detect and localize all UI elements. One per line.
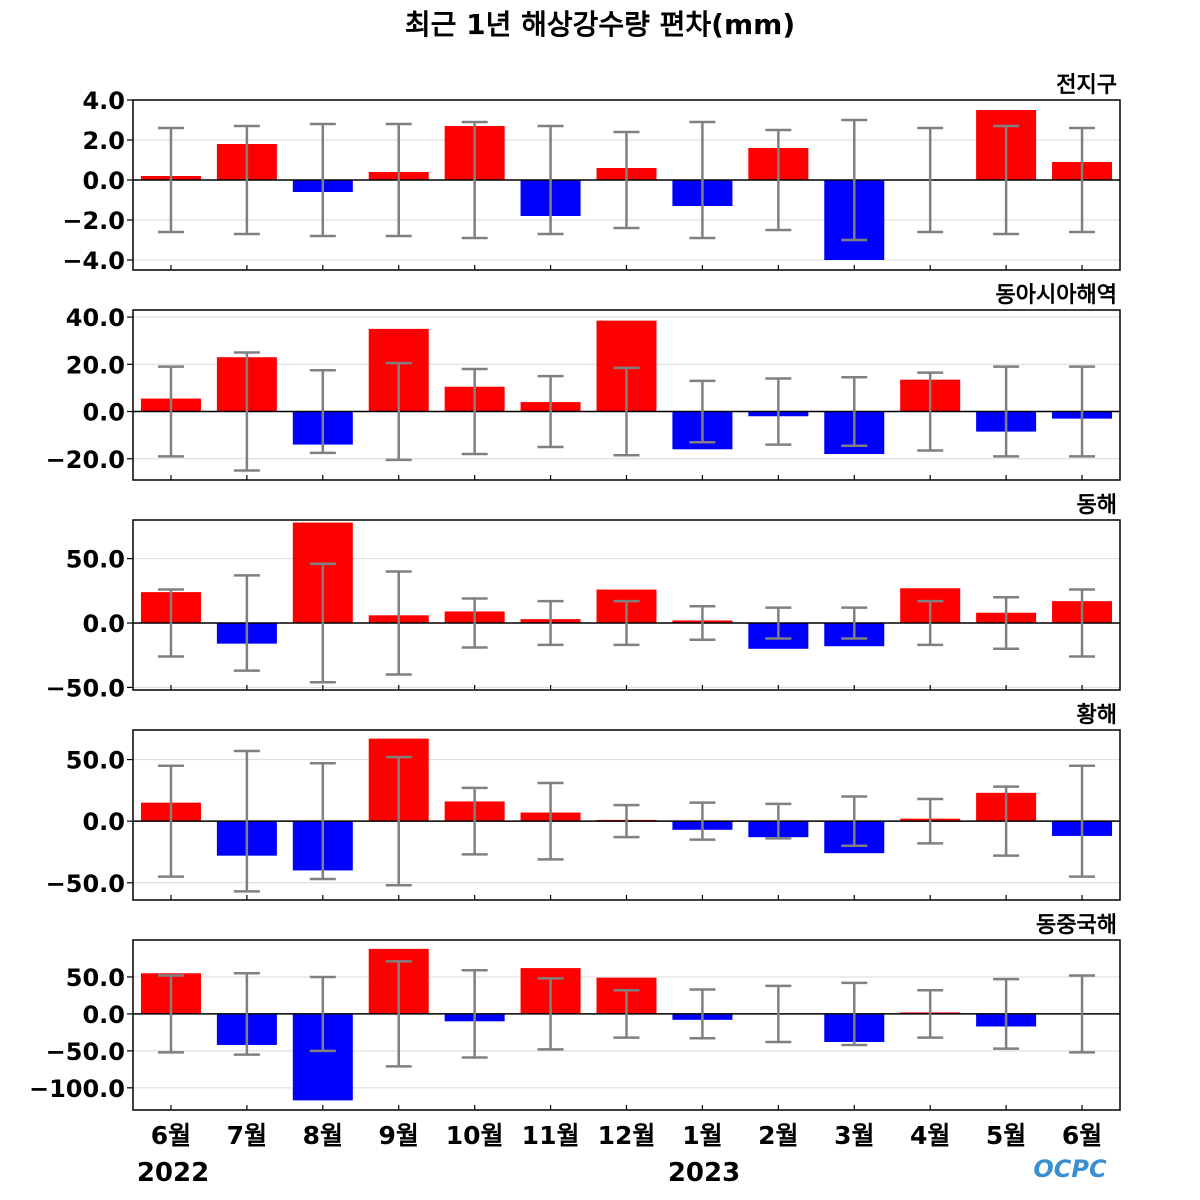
- x-tick-label: 10월: [446, 1121, 504, 1150]
- y-tick-label: −50.0: [46, 1038, 125, 1066]
- x-tick-label: 1월: [682, 1121, 722, 1150]
- y-tick-label: 50.0: [66, 546, 125, 574]
- y-tick-label: −4.0: [62, 247, 125, 275]
- panel-frame: [132, 519, 1121, 691]
- figure-title: 최근 1년 해상강수량 편차(mm): [405, 8, 795, 41]
- panel-title: 동해: [1077, 493, 1117, 518]
- x-tick-label: 6월: [1062, 1121, 1102, 1150]
- x-tick-label: 2월: [758, 1121, 798, 1150]
- chart-panel-4: 황해 50.0 0.0 −50.0: [46, 703, 1121, 901]
- y-tick-label: −100.0: [29, 1075, 125, 1103]
- panel-title: 전지구: [1056, 73, 1117, 98]
- chart-panel-1: 전지구 4.0 2.0 0.0 −2.0 −4.0: [62, 73, 1121, 275]
- chart-panels: 전지구 4.0 2.0 0.0 −2.0 −4.0 동아시아해역 40.0 20.0 0.0 −20…: [29, 73, 1121, 1111]
- y-tick-label: 2.0: [82, 127, 125, 155]
- y-tick-label: 0.0: [82, 610, 125, 638]
- chart-panel-2: 동아시아해역 40.0 20.0 0.0 −20.0: [46, 283, 1121, 481]
- y-tick-label: 20.0: [66, 351, 125, 379]
- panel-title: 동아시아해역: [996, 283, 1117, 308]
- ocpc-logo: OCPC: [1033, 1155, 1107, 1183]
- panel-frame: [132, 309, 1121, 481]
- x-tick-label: 8월: [303, 1121, 343, 1150]
- x-tick-label: 11월: [522, 1121, 580, 1150]
- y-tick-label: −2.0: [62, 207, 125, 235]
- panel-frame: [132, 939, 1121, 1111]
- y-tick-label: 0.0: [82, 808, 125, 836]
- x-tick-label: 9월: [379, 1121, 419, 1150]
- y-tick-label: −50.0: [46, 870, 125, 898]
- x-tick-label: 6월: [151, 1121, 191, 1150]
- y-tick-label: 40.0: [66, 304, 125, 332]
- y-tick-label: 50.0: [66, 747, 125, 775]
- x-tick-label: 4월: [910, 1121, 950, 1150]
- panel-frame: [132, 729, 1121, 901]
- y-tick-label: 0.0: [82, 1001, 125, 1029]
- y-tick-label: 50.0: [66, 964, 125, 992]
- x-tick-label: 5월: [986, 1121, 1026, 1150]
- y-tick-label: 0.0: [82, 167, 125, 195]
- x-tick-label: 3월: [834, 1121, 874, 1150]
- year-label-2022: 2022: [137, 1158, 209, 1188]
- year-label-2023: 2023: [668, 1158, 740, 1188]
- y-tick-label: 4.0: [82, 87, 125, 115]
- chart-panel-5: 동중국해 50.0 0.0 −50.0 −100.0: [29, 913, 1121, 1111]
- panel-title: 동중국해: [1036, 913, 1117, 938]
- x-tick-label: 12월: [598, 1121, 656, 1150]
- y-tick-label: 0.0: [82, 399, 125, 427]
- x-tick-label: 7월: [227, 1121, 267, 1150]
- y-tick-label: −50.0: [46, 674, 125, 702]
- y-tick-label: −20.0: [46, 446, 125, 474]
- x-axis: 6월 7월 8월 9월 10월 11월 12월 1월 2월 3월 4월 5월 6월: [151, 1121, 1102, 1150]
- panel-title: 황해: [1077, 703, 1117, 728]
- panel-frame: [132, 99, 1121, 271]
- chart-panel-3: 동해 50.0 0.0 −50.0: [46, 493, 1121, 702]
